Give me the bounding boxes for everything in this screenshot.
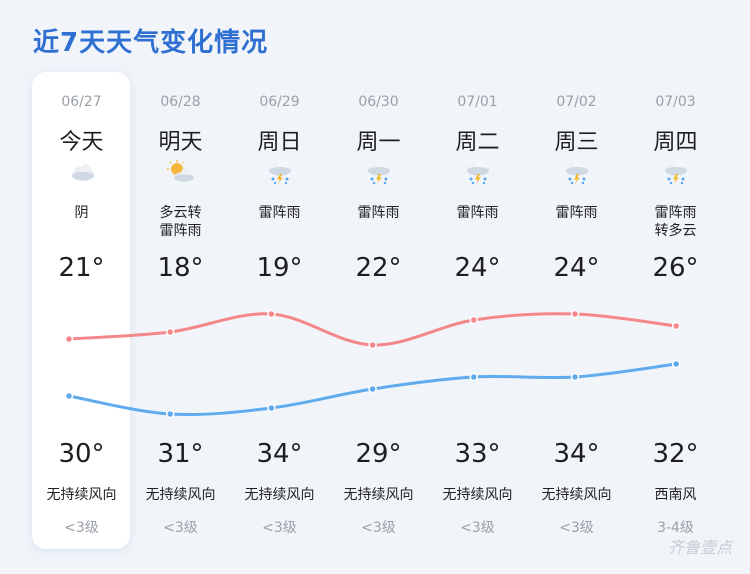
thunderstorm-icon — [463, 160, 493, 185]
wind-level: <3级 — [361, 520, 396, 536]
day-date: 06/30 — [358, 94, 399, 110]
day-of-week: 周一 — [356, 130, 401, 155]
high-temp: 22° — [355, 253, 402, 283]
day-of-week: 明天 — [158, 130, 203, 155]
low-temp-point — [469, 372, 479, 382]
thunderstorm-icon — [661, 160, 691, 185]
thunderstorm-icon — [364, 160, 394, 185]
thunderstorm-icon — [265, 160, 295, 185]
low-temp: 31° — [157, 439, 204, 469]
high-temp-point — [368, 340, 377, 350]
low-temp: 30° — [58, 439, 105, 469]
wind-direction: 无持续风向 — [343, 487, 414, 503]
high-temp: 18° — [157, 253, 204, 283]
today-card[interactable] — [32, 72, 130, 549]
low-temp-point — [671, 359, 681, 369]
day-date: 06/27 — [61, 94, 102, 110]
weather-condition: 雷阵雨 转多云 — [654, 205, 697, 239]
high-temp: 19° — [256, 253, 303, 283]
cloudy-icon — [67, 160, 97, 184]
weather-condition: 雷阵雨 — [456, 205, 499, 221]
high-temp-point — [165, 327, 175, 337]
low-temp-point — [570, 372, 580, 382]
day-column[interactable]: 06/29 周日雷阵雨 19° 34° 无持续风向 <3级 — [230, 72, 329, 549]
weather-condition: 雷阵雨 — [555, 205, 598, 221]
day-of-week: 周二 — [455, 130, 500, 155]
day-of-week: 周日 — [257, 130, 302, 155]
day-date: 06/28 — [160, 94, 201, 110]
wind-level: <3级 — [460, 520, 495, 536]
high-temp-point — [570, 309, 580, 319]
high-temp: 24° — [454, 253, 501, 283]
wind-level: 3-4级 — [657, 520, 694, 536]
day-column[interactable]: 06/28 明天多云转 雷阵雨 18° 31° 无持续风向 <3级 — [131, 72, 230, 549]
wind-direction: 无持续风向 — [541, 487, 612, 503]
page-title: 近7天天气变化情况 — [33, 28, 269, 58]
day-column[interactable]: 06/27 今天阴 21° 30° 无持续风向 <3级 — [32, 72, 131, 549]
low-temp: 34° — [256, 439, 303, 469]
partly-cloudy-icon — [166, 160, 196, 184]
high-temp-point — [267, 309, 276, 319]
wind-direction: 无持续风向 — [46, 487, 117, 503]
high-temp: 26° — [652, 253, 699, 283]
day-date: 07/03 — [655, 94, 696, 110]
watermark: 齐鲁壹点 — [667, 538, 732, 557]
wind-direction: 西南风 — [654, 487, 697, 503]
high-temp-point — [671, 321, 681, 331]
day-of-week: 周四 — [653, 130, 698, 155]
weather-condition: 雷阵雨 — [258, 205, 301, 221]
wind-direction: 无持续风向 — [244, 487, 315, 503]
low-temp-point — [165, 409, 175, 419]
day-date: 06/29 — [259, 94, 300, 110]
low-temp: 33° — [454, 439, 501, 469]
wind-level: <3级 — [262, 520, 297, 536]
day-of-week: 周三 — [554, 130, 599, 155]
day-column[interactable]: 07/03 周四雷阵雨 转多云 26° 32° 西南风 3-4级 — [626, 72, 725, 549]
wind-direction: 无持续风向 — [442, 487, 513, 503]
day-date: 07/02 — [556, 94, 597, 110]
low-temp: 32° — [652, 439, 699, 469]
weather-condition: 雷阵雨 — [357, 205, 400, 221]
high-temp: 21° — [58, 253, 105, 283]
high-temp-point — [64, 334, 74, 344]
high-temp: 24° — [553, 253, 600, 283]
weather-condition: 多云转 雷阵雨 — [159, 205, 202, 239]
thunderstorm-icon — [562, 160, 592, 185]
wind-direction: 无持续风向 — [145, 487, 216, 503]
wind-level: <3级 — [559, 520, 594, 536]
wind-level: <3级 — [163, 520, 198, 536]
day-column[interactable]: 07/02 周三雷阵雨 24° 34° 无持续风向 <3级 — [527, 72, 626, 549]
wind-level: <3级 — [64, 520, 99, 536]
weather-condition: 阴 — [74, 205, 89, 221]
low-temp-point — [368, 384, 377, 394]
day-of-week: 今天 — [59, 130, 104, 155]
low-temp-point — [64, 391, 74, 401]
low-temp-point — [267, 403, 276, 413]
day-column[interactable]: 06/30 周一雷阵雨 22° 29° 无持续风向 <3级 — [329, 72, 428, 549]
high-temp-point — [469, 315, 479, 325]
day-date: 07/01 — [457, 94, 498, 110]
day-column[interactable]: 07/01 周二雷阵雨 24° 33° 无持续风向 <3级 — [428, 72, 527, 549]
low-temp: 29° — [355, 439, 402, 469]
low-temp: 34° — [553, 439, 600, 469]
